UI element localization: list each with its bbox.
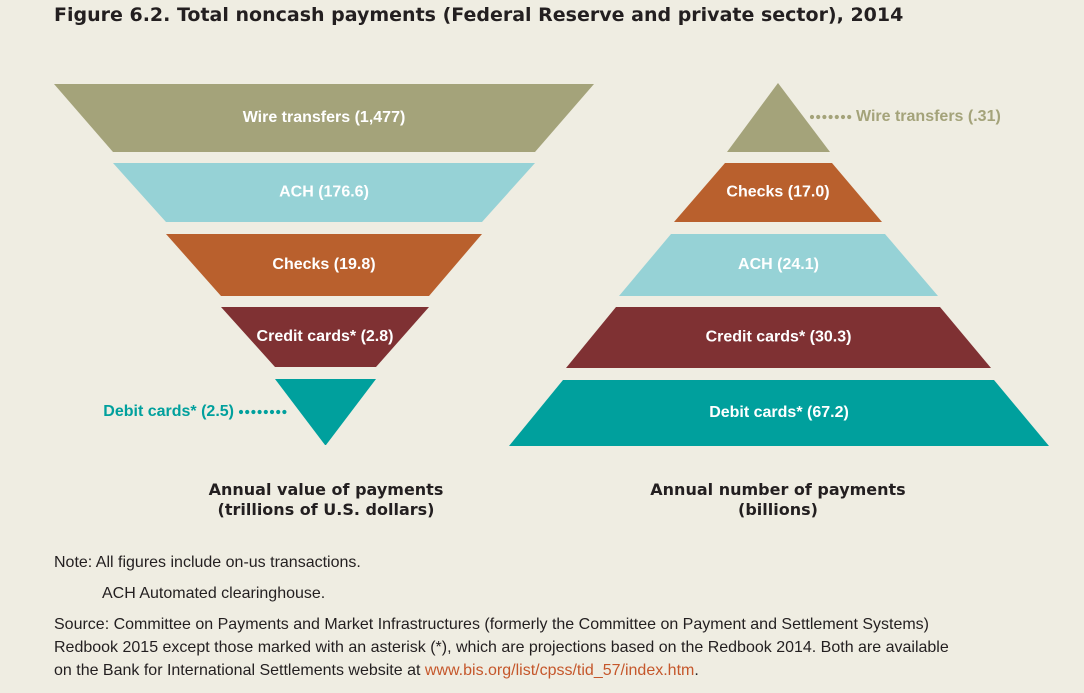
figure-title: Figure 6.2. Total noncash payments (Fede… (54, 4, 904, 26)
funnel-band-credit-cards (221, 307, 429, 367)
count-pyramid: Checks (17.0) ACH (24.1) Credit cards* (30… (509, 83, 1049, 446)
funnel-band-checks (166, 234, 482, 296)
pyramid-band-credit-cards (566, 307, 991, 368)
source-prefix: on the Bank for International Settlement… (54, 662, 425, 679)
bis-link[interactable]: www.bis.org/list/cpss/tid_57/index.htm (424, 662, 695, 679)
left-axis-unit: (trillions of U.S. dollars) (217, 500, 435, 519)
left-axis-label: Annual value of payments (trillions of U… (166, 480, 486, 520)
funnel-band-ach (113, 163, 535, 222)
funnel-band-debit-cards (275, 379, 376, 445)
pyramid-band-debit-cards (509, 380, 1049, 446)
source-line-2: Redbook 2015 except those marked with an… (54, 639, 949, 656)
pyramid-band-wire-transfers (727, 83, 830, 152)
pyramid-label-checks: Checks (17.0) (726, 184, 829, 201)
left-axis-title: Annual value of payments (208, 480, 444, 499)
pyramid-label-ach: ACH (24.1) (738, 256, 819, 273)
value-funnel: Wire transfers (1,477) ACH (176.6) Checks … (54, 84, 594, 445)
wire-leader-dots (809, 114, 852, 120)
debit-leader-dots (238, 409, 287, 415)
right-axis-label: Annual number of payments (billions) (618, 480, 938, 520)
pyramid-label-credit-cards: Credit cards* (30.3) (706, 329, 852, 346)
pyramid-band-checks (674, 163, 882, 222)
funnel-band-wire-transfers (54, 84, 594, 152)
ach-definition: ACH Automated clearinghouse. (102, 585, 326, 602)
funnel-label-credit-cards: Credit cards* (2.8) (257, 328, 394, 345)
pyramid-label-wire-transfers: Wire transfers (.31) (856, 108, 1001, 125)
source-suffix: . (694, 662, 699, 679)
funnel-label-ach: ACH (176.6) (279, 184, 369, 201)
right-axis-title: Annual number of payments (650, 480, 906, 499)
funnel-label-wire-transfers: Wire transfers (1,477) (243, 109, 406, 126)
source-line-3: on the Bank for International Settlement… (54, 660, 699, 681)
note-line: Note: All figures include on-us transact… (54, 554, 361, 571)
pyramid-band-ach (619, 234, 938, 296)
pyramid-label-debit-cards: Debit cards* (67.2) (709, 404, 849, 421)
source-line-1: Source: Committee on Payments and Market… (54, 616, 930, 633)
right-axis-unit: (billions) (738, 500, 818, 519)
funnel-label-debit-cards: Debit cards* (2.5) (103, 403, 234, 420)
funnel-label-checks: Checks (19.8) (272, 256, 375, 273)
